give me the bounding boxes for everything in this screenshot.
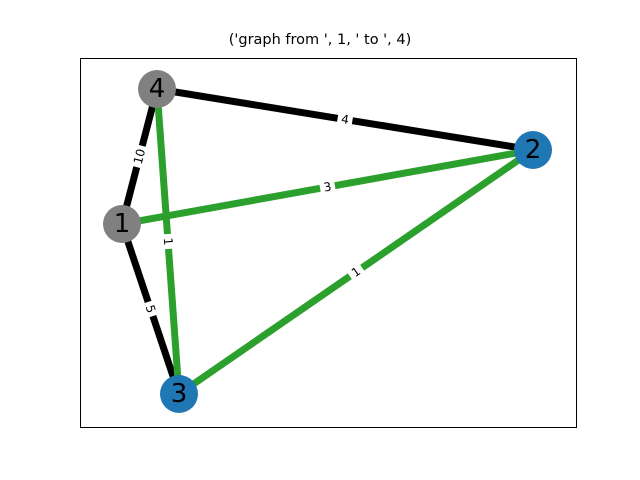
node-label: 3 <box>171 379 188 409</box>
edge-label-4-3: 1 <box>159 233 177 250</box>
edge-label-background <box>336 110 354 129</box>
edge-label-background <box>140 299 161 319</box>
nodes-layer: 1 2 3 4 <box>103 70 552 413</box>
node-1: 1 <box>103 205 141 243</box>
edge-label-1-3: 5 <box>140 299 161 319</box>
node-label: 4 <box>149 74 166 104</box>
node-circle <box>103 205 141 243</box>
edge-label-4-1: 10 <box>128 143 151 170</box>
edge-label-1-2: 3 <box>318 177 337 197</box>
node-label: 2 <box>525 135 542 165</box>
edge-weight-label: 10 <box>131 147 148 165</box>
edge-weight-label: 4 <box>340 112 350 127</box>
edges-layer <box>118 85 535 397</box>
node-circle <box>514 131 552 169</box>
edge-label-4-2: 4 <box>336 110 354 129</box>
edge-label-background <box>318 177 337 197</box>
edge-weight-label: 3 <box>322 179 332 194</box>
edge-label-background <box>159 233 177 250</box>
edge-label-3-2: 1 <box>345 261 367 283</box>
edge-weight-label: 1 <box>161 237 176 246</box>
node-4: 4 <box>138 70 176 108</box>
edge-weight-label: 5 <box>143 303 159 315</box>
edge-label-background <box>345 261 367 283</box>
node-label: 1 <box>114 209 131 239</box>
node-3: 3 <box>160 375 198 413</box>
edge-label-background <box>128 143 151 170</box>
plot-frame <box>80 58 577 428</box>
node-circle <box>138 70 176 108</box>
edge-labels-layer: 4 10 5 1 3 1 <box>128 110 367 319</box>
node-2: 2 <box>514 131 552 169</box>
node-circle <box>160 375 198 413</box>
graph-title: ('graph from ', 1, ' to ', 4) <box>228 32 412 48</box>
